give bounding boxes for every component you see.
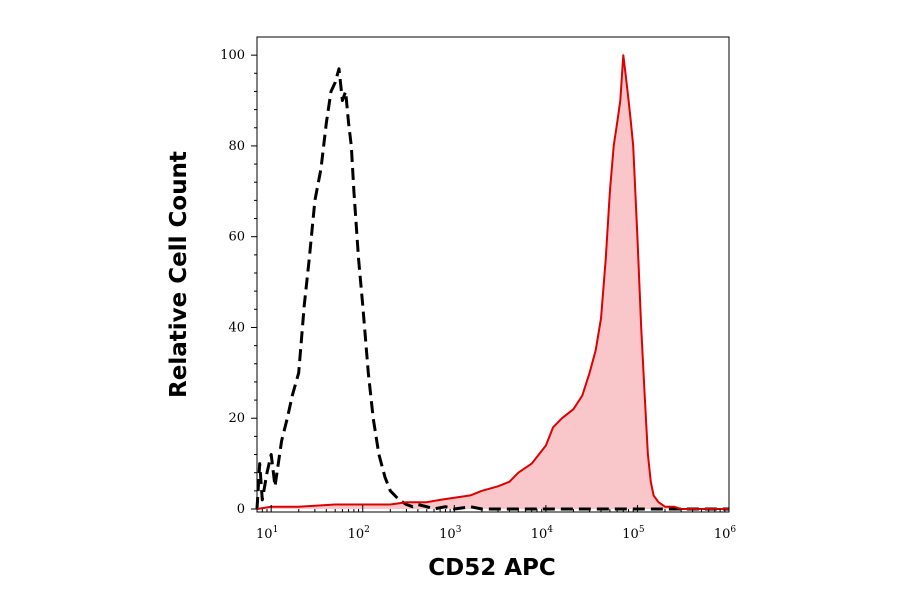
series-0-line — [255, 67, 729, 511]
y-axis-label: Relative Cell Count — [166, 151, 192, 398]
x-tick-label-1: 102 — [348, 525, 370, 542]
x-axis-label: CD52 APC — [428, 555, 556, 581]
x-tick-label-3: 104 — [531, 525, 554, 542]
x-tick-label-2: 103 — [439, 525, 462, 542]
x-tick-label-0: 101 — [256, 525, 278, 542]
y-axis: 0 20 40 60 80 100 — [220, 48, 257, 517]
series-1-area — [257, 55, 729, 509]
y-tick-label-3: 60 — [228, 230, 245, 245]
y-tick-label-2: 40 — [228, 320, 245, 335]
y-tick-label-0: 0 — [237, 502, 245, 517]
x-axis: 101 102 103 104 105 106 — [256, 505, 736, 542]
series-1-line — [256, 54, 729, 510]
y-tick-label-1: 20 — [228, 411, 245, 426]
plot-frame — [256, 36, 730, 513]
x-tick-label-5: 106 — [714, 525, 737, 542]
series-area-layer — [257, 55, 729, 509]
y-tick-label-4: 80 — [228, 139, 245, 154]
y-tick-label-5: 100 — [220, 48, 245, 63]
x-tick-label-4: 105 — [622, 525, 645, 542]
series-line-layer — [255, 54, 729, 511]
